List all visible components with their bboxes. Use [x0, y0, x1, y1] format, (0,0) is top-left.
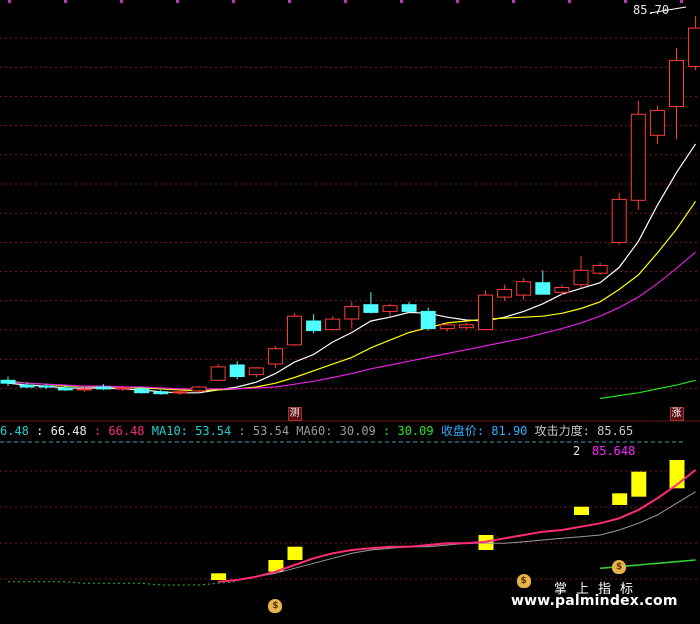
- price-gridlines: [0, 37, 700, 389]
- candle-up: [267, 348, 283, 365]
- legend-ma60: MA60: 30.09: [296, 424, 376, 438]
- top-marker-dot: [624, 0, 627, 3]
- indicator-legend: 6.48 : 66.48 : 66.48 MA10: 53.54 : 53.54…: [0, 423, 633, 439]
- legend-value-0: 6.48: [0, 424, 29, 438]
- candle-up: [592, 265, 608, 274]
- indicator-bar: [268, 560, 284, 572]
- legend-close-price: 收盘价: 81.90: [440, 424, 528, 438]
- candle-down: [306, 320, 322, 332]
- candle-up: [344, 306, 360, 320]
- candle-up: [669, 60, 684, 107]
- candle-up: [439, 324, 455, 330]
- candlesticks: [0, 15, 700, 395]
- legend-attack-strength: 攻击力度: 85.65: [534, 424, 634, 438]
- watermark-chinese: 掌上指标: [554, 582, 643, 597]
- candle-down: [363, 304, 379, 313]
- indicator-line-pink: [218, 469, 697, 583]
- candle-down: [229, 364, 245, 377]
- top-marker-dot: [232, 0, 235, 3]
- candle-up: [573, 269, 589, 286]
- candle-up: [611, 198, 627, 243]
- ma-line-ma60: [600, 379, 696, 400]
- candle-up: [630, 113, 646, 201]
- money-bag-icon: $: [268, 599, 283, 613]
- top-marker-dot: [288, 0, 291, 3]
- legend-value-4: : 53.54: [238, 424, 290, 438]
- indicator-bar: [574, 506, 589, 515]
- top-marker-dot: [568, 0, 571, 3]
- candle-up: [191, 386, 207, 392]
- candle-down: [535, 282, 551, 295]
- candle-up: [688, 27, 700, 67]
- indicator-lines: [8, 469, 697, 586]
- top-marker-dot: [456, 0, 459, 3]
- top-marker-dot: [680, 0, 683, 3]
- ma-line-ma10: [7, 200, 697, 392]
- ma-line-ma5: [7, 143, 697, 394]
- candle-up: [287, 315, 302, 346]
- top-marker-dot: [344, 0, 347, 3]
- indicator-bar: [211, 573, 227, 580]
- candle-up: [516, 281, 532, 296]
- candle-down: [401, 304, 417, 312]
- top-marker-dots: [8, 0, 683, 3]
- candle-up: [478, 294, 493, 331]
- candle-up: [115, 387, 131, 390]
- top-marker-dot: [512, 0, 515, 3]
- money-bag-icon: $: [516, 574, 531, 588]
- candle-down: [38, 385, 54, 388]
- candle-up: [554, 287, 570, 293]
- max-price-label: 85.70: [633, 3, 670, 17]
- candle-down: [19, 384, 35, 388]
- legend-value-1: : 66.48: [36, 424, 87, 438]
- legend-value-6: : 30.09: [383, 424, 434, 438]
- indicator-gridlines: [0, 470, 700, 580]
- candle-up: [325, 318, 341, 331]
- legend-value-2: : 66.48: [93, 424, 145, 438]
- indicator-bar: [631, 471, 647, 497]
- signal-badge: 测: [287, 407, 302, 421]
- candle-down: [134, 388, 150, 394]
- candle-up: [172, 391, 188, 394]
- indicator-bar: [287, 546, 303, 560]
- money-bag-icon: $: [612, 560, 627, 574]
- candle-down: [57, 387, 73, 391]
- indicator-label-value: 85.648: [592, 444, 636, 458]
- candle-up: [382, 305, 398, 312]
- top-marker-dot: [64, 0, 67, 3]
- watermark-url: www.palmindex.com: [511, 593, 678, 609]
- candle-up: [76, 388, 92, 391]
- candle-up: [248, 367, 264, 376]
- candle-up: [497, 288, 513, 298]
- candle-down: [153, 391, 169, 395]
- indicator-label-2: 2: [573, 444, 581, 458]
- candle-up: [649, 109, 665, 136]
- max-price-arrow: [649, 6, 687, 14]
- candle-up: [210, 366, 226, 381]
- top-marker-dot: [176, 0, 179, 3]
- signal-badge: 涨: [669, 407, 684, 421]
- candle-up: [458, 324, 474, 329]
- candle-down: [96, 386, 111, 390]
- top-marker-dot: [400, 0, 403, 3]
- legend-ma10: MA10: 53.54: [151, 424, 232, 438]
- top-marker-dot: [8, 0, 11, 3]
- top-marker-dot: [120, 0, 123, 3]
- candle-down: [0, 379, 16, 384]
- indicator-bar: [612, 493, 628, 505]
- indicator-line-dotted: [8, 581, 238, 586]
- candle-down: [420, 310, 436, 330]
